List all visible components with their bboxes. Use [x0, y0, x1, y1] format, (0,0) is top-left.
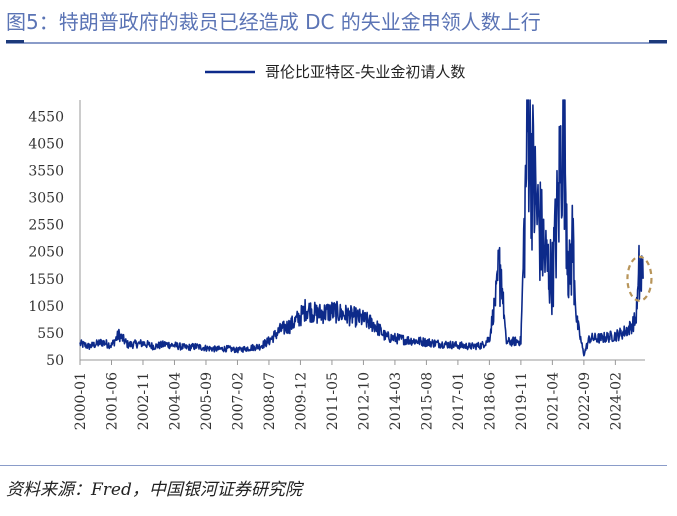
title-divider-accent-left: [6, 40, 24, 43]
x-tick-label: 2002-11: [136, 372, 152, 430]
x-tick-label: 2014-03: [388, 372, 404, 430]
legend-label: 哥伦比亚特区-失业金初请人数: [265, 63, 465, 81]
x-tick-label: 2015-08: [419, 372, 435, 430]
x-tick-label: 2012-10: [356, 372, 372, 430]
figure-title: 图5：特朗普政府的裁员已经造成 DC 的失业金申领人数上行: [6, 10, 541, 34]
series-line: [79, 99, 644, 357]
x-tick-label: 2019-11: [514, 372, 530, 430]
y-tick-label: 3050: [28, 191, 64, 207]
legend: 哥伦比亚特区-失业金初请人数: [205, 63, 465, 81]
x-tick-label: 2017-01: [451, 372, 467, 430]
y-axis: 50 550 1050 1550 2050 2550 3050 3550 4050 4550: [28, 100, 81, 369]
title-divider: [6, 42, 667, 44]
x-tick-label: 2021-04: [545, 372, 561, 430]
x-axis: 2000-01 2001-06 2002-11 2004-04 2005-09 2007-…: [73, 359, 645, 430]
x-tick-label: 2001-06: [104, 372, 120, 430]
x-tick-label: 2008-07: [262, 372, 278, 430]
line-chart: 哥伦比亚特区-失业金初请人数 50 550 1050 1550 2050 2550 3050…: [28, 63, 653, 430]
source-note: 资料来源：Fred，中国银河证券研究院: [6, 480, 302, 500]
x-tick-label: 2007-02: [230, 372, 246, 430]
y-tick-label: 4050: [28, 136, 64, 152]
x-tick-label: 2018-06: [482, 372, 498, 430]
x-tick-label: 2022-09: [577, 372, 593, 430]
footer-divider: [0, 465, 667, 466]
y-tick-label: 3550: [28, 163, 64, 179]
y-tick-label: 50: [46, 353, 64, 369]
series-layer: [79, 99, 644, 357]
x-tick-label: 2004-04: [167, 372, 183, 430]
y-tick-label: 4550: [28, 109, 64, 125]
y-tick-label: 1550: [28, 272, 64, 288]
y-tick-label: 550: [37, 326, 64, 342]
annotation-layer: [626, 255, 653, 302]
x-tick-label: 2009-12: [293, 372, 309, 430]
x-tick-label: 2000-01: [73, 372, 89, 430]
y-tick-label: 1050: [28, 299, 64, 315]
y-tick-label: 2050: [28, 245, 64, 261]
highlight-ellipse: [626, 255, 653, 302]
x-tick-label: 2011-05: [325, 372, 341, 430]
x-tick-label: 2024-02: [608, 372, 624, 430]
y-tick-label: 2550: [28, 218, 64, 234]
title-divider-accent-right: [649, 40, 667, 43]
x-tick-label: 2005-09: [199, 372, 215, 430]
